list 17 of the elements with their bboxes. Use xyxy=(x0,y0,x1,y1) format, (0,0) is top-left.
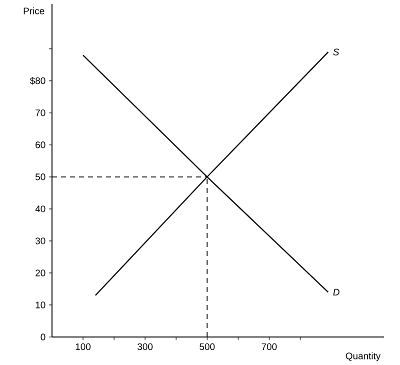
y-tick-label: 70 xyxy=(36,110,46,116)
series-label: S xyxy=(333,48,340,56)
x-tick-label: 300 xyxy=(138,343,153,350)
series-label: D xyxy=(333,288,340,296)
y-tick-label: 30 xyxy=(35,238,46,244)
y-tick-label: 20 xyxy=(36,270,46,276)
y-tick-label: 40 xyxy=(35,206,46,212)
x-tick-label: 500 xyxy=(200,343,215,350)
y-tick-label: $80 xyxy=(30,77,46,85)
x-tick-label: 700 xyxy=(262,343,277,350)
y-axis-title: Price xyxy=(24,7,44,14)
y-tick-label: 50 xyxy=(35,174,46,180)
y-tick-label: 10 xyxy=(36,302,46,308)
y-tick-label: 0 xyxy=(40,334,46,340)
x-axis-title: Quantity xyxy=(346,352,381,362)
y-tick-label: 60 xyxy=(36,142,46,148)
x-tick-label: 100 xyxy=(76,343,91,350)
